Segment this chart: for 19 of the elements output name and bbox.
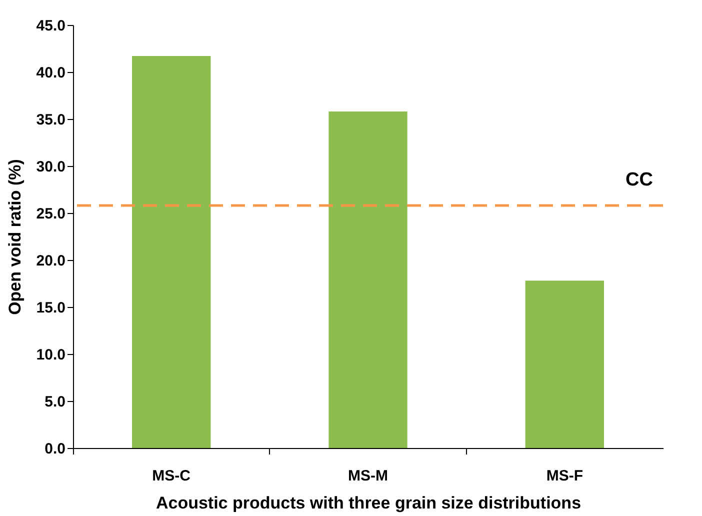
y-tick-label: 40.0	[36, 64, 66, 82]
x-tick-label: MS-M	[348, 468, 388, 484]
y-tick-label: 15.0	[36, 300, 66, 316]
y-tick-label: 35.0	[36, 112, 66, 128]
ref-line-label: CC	[626, 169, 654, 190]
y-tick-label: 0.0	[44, 440, 66, 458]
y-axis-title: Open void ratio (%)	[5, 159, 24, 315]
bar	[328, 111, 408, 448]
y-tick-label: 5.0	[44, 394, 66, 410]
x-axis-title: Acoustic products with three grain size distributions	[156, 494, 582, 512]
x-tick-label: MS-F	[546, 468, 584, 484]
y-tick-label: 25.0	[36, 206, 66, 222]
bar	[132, 56, 211, 448]
y-tick-label: 10.0	[36, 346, 66, 364]
y-tick-label: 20.0	[36, 252, 66, 270]
bar	[525, 280, 604, 448]
y-tick-label: 30.0	[36, 158, 66, 176]
y-tick-label: 45.0	[36, 18, 66, 34]
x-tick-label: MS-C	[152, 468, 191, 484]
